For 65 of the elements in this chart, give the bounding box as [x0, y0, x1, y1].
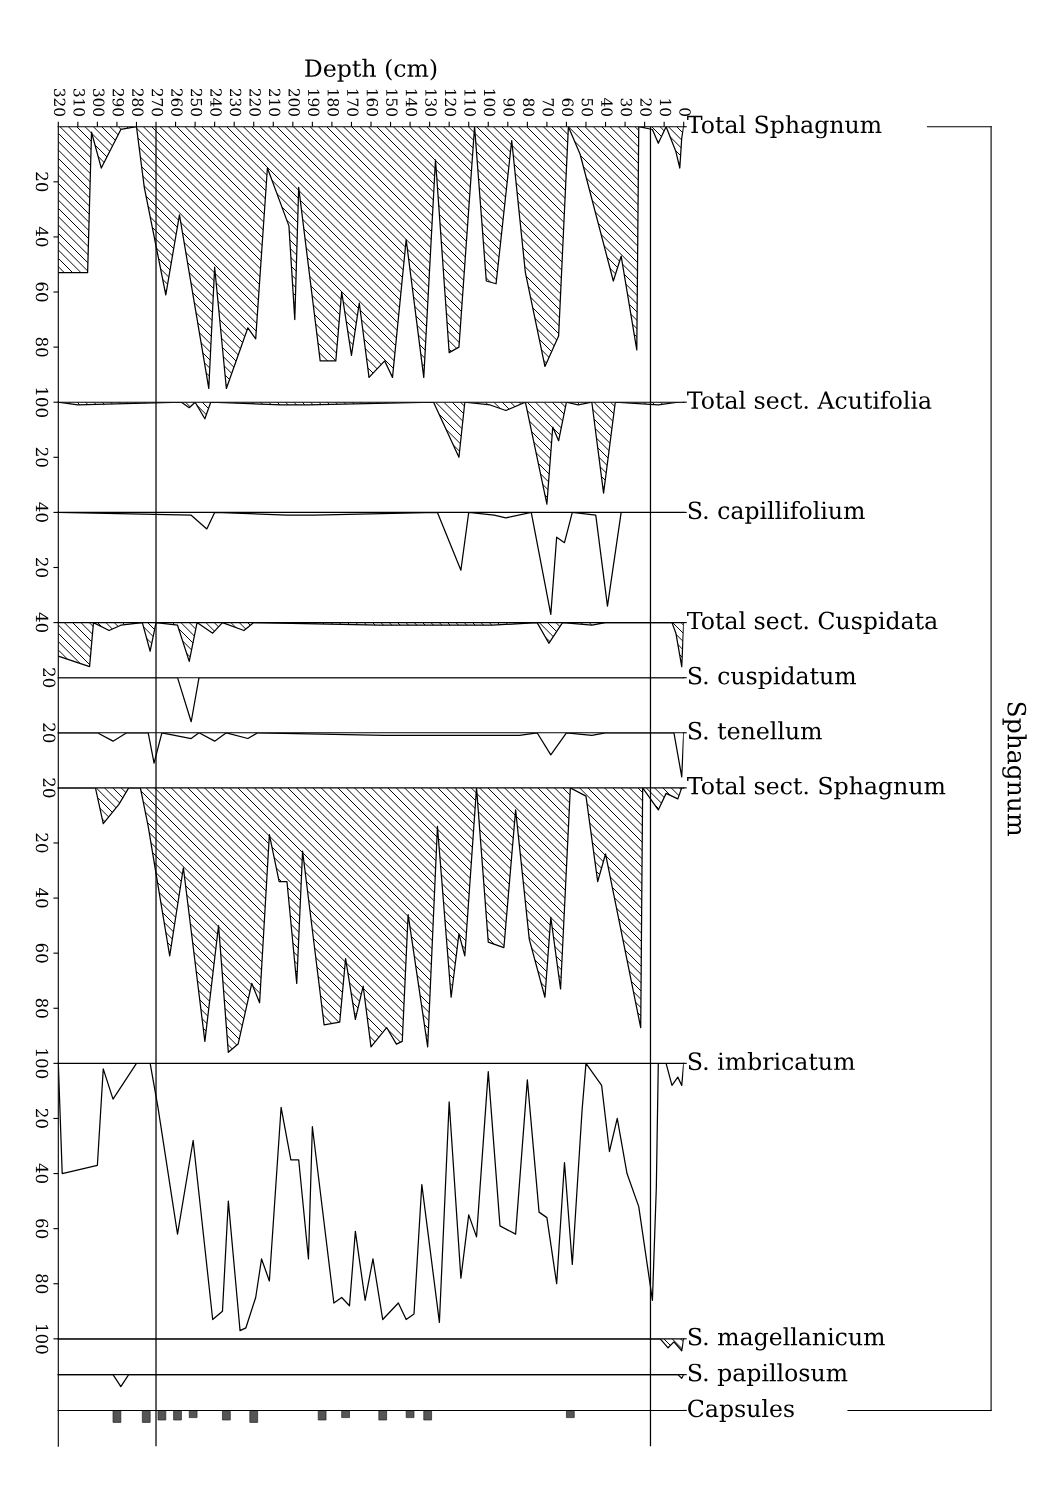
text: S. cuspidatum — [688, 666, 856, 690]
x-tick-label: 110 — [464, 89, 476, 116]
x-tick-label: 60 — [562, 98, 574, 116]
x-tick-label: 190 — [307, 89, 320, 116]
x-tick-label: 170 — [347, 89, 359, 116]
x-tick-label: 130 — [425, 89, 437, 116]
text: S. magellanicum — [688, 1327, 885, 1351]
x-tick-label: 180 — [327, 89, 340, 116]
y-tick-label: 40 — [35, 612, 49, 633]
text: Total Sphagnum — [687, 115, 882, 139]
x-tick-label: 270 — [151, 88, 164, 116]
text: S. papillosum — [688, 1363, 848, 1387]
y-tick-label: 20 — [35, 1108, 49, 1128]
x-tick-label: 320 — [53, 89, 66, 116]
text: S. tenellum — [688, 721, 822, 740]
text: S. capillifolium — [688, 500, 865, 524]
y-tick-label: 40 — [35, 1163, 49, 1184]
x-tick-label: 150 — [386, 89, 398, 116]
y-tick-label: 80 — [35, 1274, 49, 1294]
x-tick-label: 30 — [620, 98, 633, 116]
y-tick-label: 20 — [35, 558, 49, 577]
x-tick-label: 80 — [522, 98, 535, 116]
text: S. imbricatum — [688, 1051, 855, 1071]
x-tick-label: 290 — [112, 88, 125, 116]
x-tick-label: 240 — [210, 88, 222, 116]
y-tick-label: 100 — [35, 1324, 49, 1354]
y-tick-label: 100 — [35, 1049, 49, 1079]
x-tick-label: 120 — [444, 89, 457, 116]
text: Total sect. Cuspidata — [687, 611, 938, 635]
x-tick-label: 50 — [581, 98, 594, 116]
x-tick-label: 210 — [268, 88, 281, 116]
y-tick-label: 20 — [35, 172, 49, 192]
y-tick-label: 100 — [35, 388, 49, 418]
y-tick-label: 40 — [35, 226, 49, 247]
x-tick-label: 310 — [73, 89, 85, 116]
x-tick-label: 140 — [405, 89, 418, 116]
y-tick-label: 40 — [35, 887, 49, 908]
x-tick-label: 260 — [171, 88, 183, 116]
y-tick-label: 60 — [35, 282, 49, 302]
x-tick-label: 250 — [190, 88, 203, 116]
x-tick-label: 100 — [483, 89, 496, 116]
x-tick-label: 20 — [640, 98, 652, 116]
text: Total sect. Sphagnum — [687, 776, 946, 800]
text: Capsules — [688, 1399, 794, 1422]
x-tick-label: 70 — [542, 98, 555, 116]
x-tick-label: 230 — [229, 88, 242, 116]
y-tick-label: 20 — [35, 447, 49, 467]
x-tick-label: 40 — [601, 98, 613, 116]
y-tick-label: 80 — [35, 998, 49, 1018]
x-axis-title: Depth (cm) — [305, 58, 437, 82]
y-tick-label: 80 — [35, 337, 49, 357]
x-tick-label: 10 — [659, 99, 672, 116]
x-tick-label: 90 — [503, 98, 515, 116]
text: Sphagnum — [1002, 702, 1027, 836]
y-tick-label: 20 — [35, 833, 49, 853]
x-tick-label: 200 — [288, 88, 300, 116]
x-tick-label: 0 — [679, 108, 691, 116]
x-tick-label: 300 — [92, 89, 105, 116]
y-tick-label: 40 — [35, 502, 49, 522]
x-tick-label: 160 — [366, 89, 379, 116]
y-tick-label: 60 — [35, 1219, 49, 1239]
x-tick-label: 280 — [132, 88, 144, 116]
x-tick-label: 220 — [249, 88, 261, 116]
text: Total sect. Acutifolia — [687, 390, 932, 410]
y-tick-label: 60 — [35, 943, 49, 963]
